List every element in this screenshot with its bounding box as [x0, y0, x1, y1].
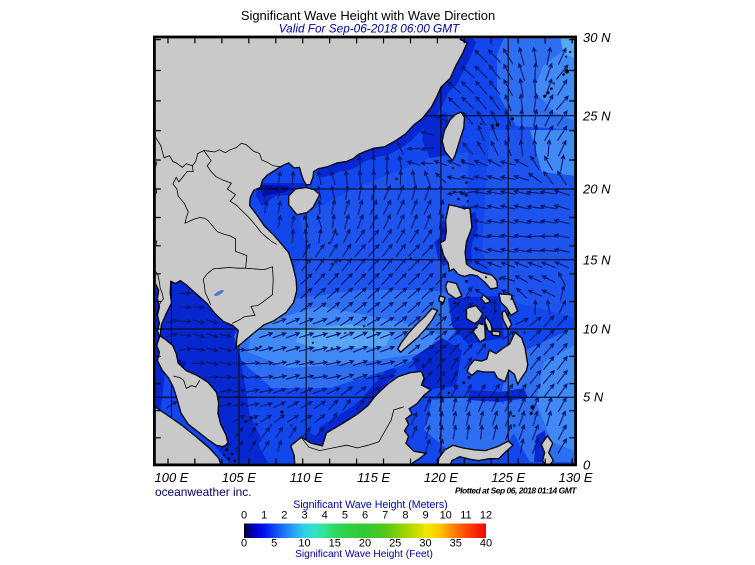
svg-text:5: 5 [271, 538, 277, 550]
svg-text:0: 0 [241, 510, 247, 522]
svg-text:10 N: 10 N [583, 322, 611, 337]
svg-text:0: 0 [241, 538, 247, 550]
svg-text:9: 9 [422, 510, 428, 522]
svg-text:oceanweather inc.: oceanweather inc. [155, 485, 252, 499]
svg-text:25: 25 [389, 538, 401, 550]
svg-text:Significant Wave Height with W: Significant Wave Height with Wave Direct… [241, 8, 495, 23]
svg-text:10: 10 [298, 538, 310, 550]
svg-text:Significant Wave Height (Feet): Significant Wave Height (Feet) [295, 549, 433, 560]
svg-text:120 E: 120 E [424, 470, 458, 485]
svg-text:6: 6 [362, 510, 368, 522]
svg-text:0: 0 [583, 457, 591, 472]
svg-text:Significant Wave Height (Meter: Significant Wave Height (Meters) [293, 499, 447, 511]
svg-text:20: 20 [359, 538, 371, 550]
svg-text:12: 12 [480, 510, 492, 522]
svg-text:20 N: 20 N [582, 182, 611, 197]
svg-text:7: 7 [382, 510, 388, 522]
svg-text:25 N: 25 N [582, 108, 611, 123]
svg-text:8: 8 [402, 510, 408, 522]
svg-text:110 E: 110 E [290, 470, 323, 485]
svg-text:100 E: 100 E [155, 470, 189, 485]
svg-text:15 N: 15 N [583, 252, 611, 267]
svg-text:125 E: 125 E [491, 470, 525, 485]
svg-text:5 N: 5 N [583, 390, 604, 405]
svg-text:10: 10 [440, 510, 452, 522]
svg-text:2: 2 [281, 510, 287, 522]
svg-text:105 E: 105 E [222, 470, 256, 485]
svg-text:30: 30 [419, 538, 431, 550]
svg-text:3: 3 [301, 510, 307, 522]
svg-text:35: 35 [450, 538, 462, 550]
svg-text:Plotted at Sep 06, 2018 01:14: Plotted at Sep 06, 2018 01:14 GMT [455, 486, 577, 496]
svg-text:1: 1 [261, 510, 267, 522]
svg-text:130 E: 130 E [559, 470, 593, 485]
svg-text:115 E: 115 E [357, 470, 390, 485]
svg-text:5: 5 [342, 510, 348, 522]
svg-text:11: 11 [460, 510, 471, 522]
svg-text:4: 4 [322, 510, 328, 522]
svg-text:15: 15 [329, 538, 341, 550]
svg-text:Valid For Sep-06-2018 06:00 GM: Valid For Sep-06-2018 06:00 GMT [279, 22, 460, 36]
svg-text:30 N: 30 N [583, 30, 611, 45]
svg-text:40: 40 [480, 538, 492, 550]
